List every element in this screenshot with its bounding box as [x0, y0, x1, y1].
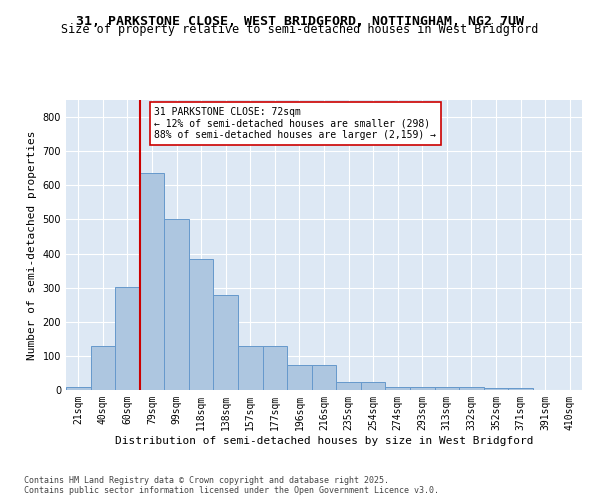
Bar [115, 287, 140, 390]
Text: Contains HM Land Registry data © Crown copyright and database right 2025.
Contai: Contains HM Land Registry data © Crown c… [24, 476, 439, 495]
X-axis label: Distribution of semi-detached houses by size in West Bridgford: Distribution of semi-detached houses by … [115, 436, 533, 446]
Text: 31 PARKSTONE CLOSE: 72sqm
← 12% of semi-detached houses are smaller (298)
88% of: 31 PARKSTONE CLOSE: 72sqm ← 12% of semi-… [154, 107, 436, 140]
Bar [385, 386, 410, 390]
Bar [189, 260, 214, 390]
Bar [164, 220, 189, 390]
Text: 31, PARKSTONE CLOSE, WEST BRIDGFORD, NOTTINGHAM, NG2 7UW: 31, PARKSTONE CLOSE, WEST BRIDGFORD, NOT… [76, 15, 524, 28]
Bar [238, 346, 263, 390]
Bar [361, 382, 385, 390]
Bar [312, 366, 336, 390]
Bar [484, 388, 508, 390]
Bar [66, 388, 91, 390]
Bar [287, 366, 312, 390]
Bar [508, 388, 533, 390]
Text: Size of property relative to semi-detached houses in West Bridgford: Size of property relative to semi-detach… [61, 22, 539, 36]
Bar [410, 386, 434, 390]
Bar [140, 174, 164, 390]
Bar [214, 295, 238, 390]
Y-axis label: Number of semi-detached properties: Number of semi-detached properties [27, 130, 37, 360]
Bar [434, 388, 459, 390]
Bar [263, 346, 287, 390]
Bar [459, 388, 484, 390]
Bar [336, 382, 361, 390]
Bar [91, 346, 115, 390]
